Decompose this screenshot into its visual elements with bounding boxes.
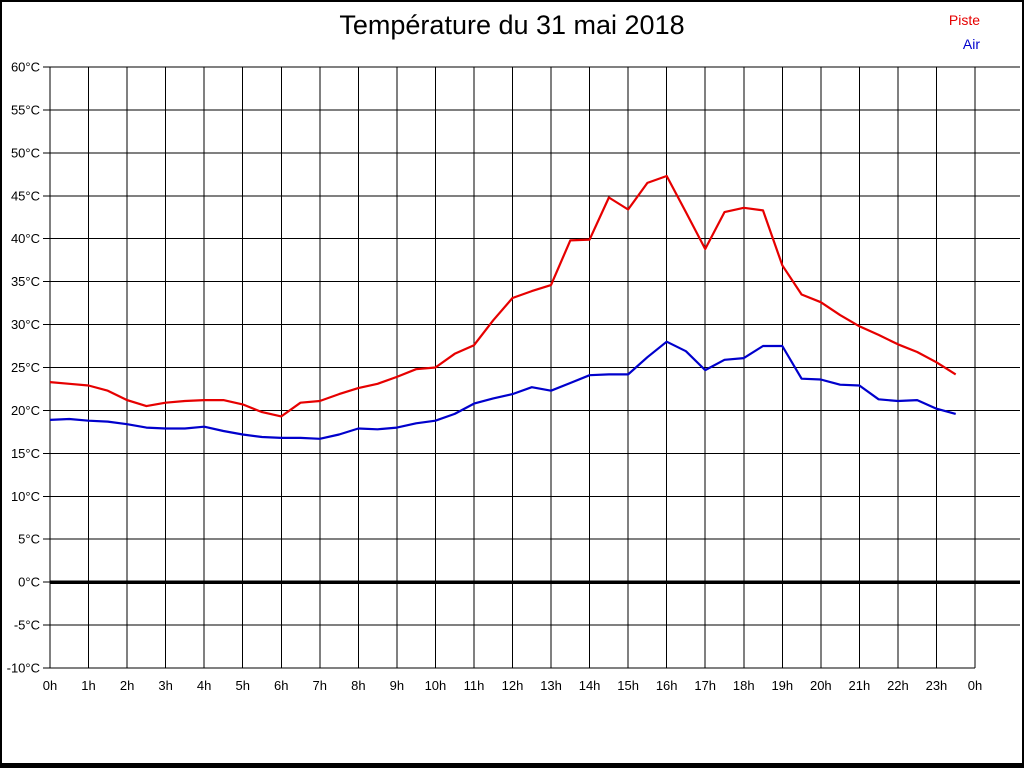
x-tick-label: 17h xyxy=(694,678,716,693)
x-tick-label: 16h xyxy=(656,678,678,693)
y-tick-label: 5°C xyxy=(18,532,40,547)
y-tick-label: 60°C xyxy=(11,60,40,75)
x-tick-label: 10h xyxy=(425,678,447,693)
y-tick-label: 20°C xyxy=(11,403,40,418)
x-tick-label: 0h xyxy=(968,678,982,693)
x-axis-labels: 0h 1h 2h 3h 4h 5h 6h 7h 8h 9h 10h 11h 12h 13h 14h 15h 16… xyxy=(43,678,982,693)
x-tick-label: 8h xyxy=(351,678,365,693)
y-axis-labels: 60°C 55°C 50°C 45°C 40°C 35°C 30°C 25°C 20°C 15°C… xyxy=(7,60,40,676)
x-tick-label: 1h xyxy=(81,678,95,693)
x-tick-label: 19h xyxy=(771,678,793,693)
y-tick-label: 0°C xyxy=(18,575,40,590)
y-tick-label: 45°C xyxy=(11,188,40,203)
y-tick-label: 10°C xyxy=(11,489,40,504)
y-tick-label: 40°C xyxy=(11,231,40,246)
y-tick-label: -10°C xyxy=(7,661,40,676)
legend-piste-label: Piste xyxy=(948,12,980,28)
legend: Piste Air xyxy=(949,8,980,56)
x-tick-label: 18h xyxy=(733,678,755,693)
x-tick-label: 3h xyxy=(158,678,172,693)
y-tick-label: 35°C xyxy=(11,274,40,289)
chart-title: Température du 31 mai 2018 xyxy=(339,10,685,40)
x-tick-label: 5h xyxy=(235,678,249,693)
grid xyxy=(43,66,1020,669)
y-tick-label: 25°C xyxy=(11,360,40,375)
y-tick-label: 30°C xyxy=(11,317,40,332)
y-tick-label: 50°C xyxy=(11,145,40,160)
x-tick-label: 9h xyxy=(390,678,404,693)
y-tick-label: -5°C xyxy=(14,618,40,633)
x-tick-label: 15h xyxy=(617,678,639,693)
x-tick-label: 11h xyxy=(464,678,485,693)
x-tick-label: 22h xyxy=(887,678,909,693)
x-tick-label: 12h xyxy=(502,678,524,693)
x-tick-label: 23h xyxy=(926,678,948,693)
y-tick-label: 15°C xyxy=(11,446,40,461)
x-tick-label: 6h xyxy=(274,678,288,693)
legend-air-label: Air xyxy=(962,36,980,52)
air-line xyxy=(49,340,956,440)
y-tick-label: 55°C xyxy=(11,102,40,117)
x-tick-label: 13h xyxy=(540,678,562,693)
x-tick-label: 14h xyxy=(579,678,601,693)
x-tick-label: 21h xyxy=(849,678,871,693)
x-tick-label: 20h xyxy=(810,678,832,693)
x-tick-label: 4h xyxy=(197,678,211,693)
piste-line xyxy=(49,174,957,418)
x-tick-label: 0h xyxy=(43,678,57,693)
x-tick-label: 7h xyxy=(313,678,327,693)
x-tick-label: 2h xyxy=(120,678,134,693)
